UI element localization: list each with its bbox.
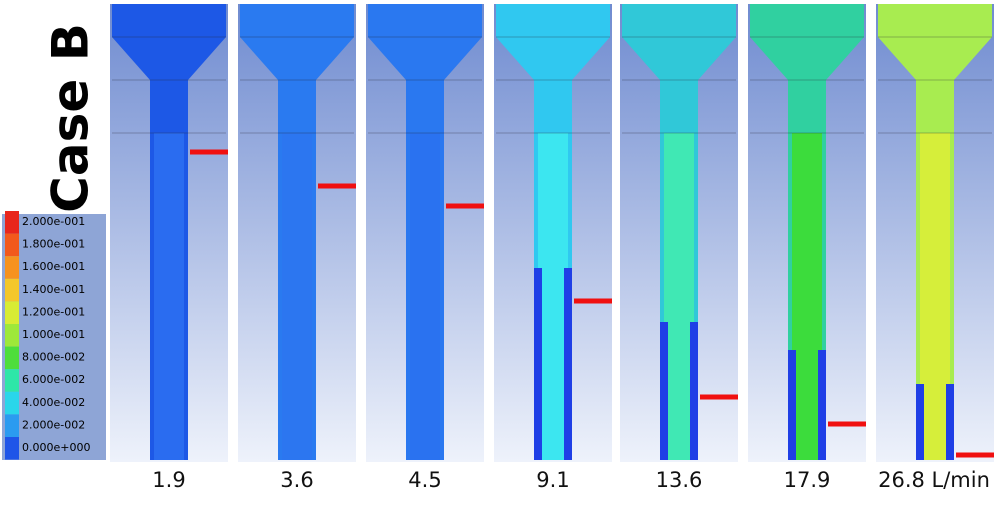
panel bbox=[110, 4, 228, 462]
panel bbox=[238, 4, 356, 462]
legend-swatch bbox=[5, 301, 19, 324]
legend-label: 1.000e-001 bbox=[22, 328, 85, 341]
level-marker bbox=[190, 149, 228, 155]
legend-swatch bbox=[5, 414, 19, 437]
legend-label: 1.200e-001 bbox=[22, 305, 85, 318]
panel bbox=[494, 4, 612, 462]
panel-label: 9.1 bbox=[536, 468, 569, 492]
panel bbox=[748, 4, 866, 462]
panel-label: 17.9 bbox=[784, 468, 831, 492]
legend-swatch bbox=[5, 256, 19, 279]
legend-swatch bbox=[5, 391, 19, 415]
panel-label: 26.8 L/min bbox=[878, 468, 990, 492]
legend-label: 1.600e-001 bbox=[22, 260, 85, 273]
bed-core bbox=[796, 350, 818, 460]
legend-label: 6.000e-002 bbox=[22, 373, 85, 386]
legend-swatch bbox=[5, 278, 19, 302]
hopper bbox=[878, 4, 992, 80]
panel bbox=[366, 4, 484, 462]
level-marker bbox=[956, 452, 994, 458]
legend-label: 2.000e-001 bbox=[22, 215, 85, 228]
bed bbox=[410, 133, 440, 460]
panel bbox=[620, 4, 738, 462]
legend-label: 1.800e-001 bbox=[22, 238, 85, 251]
level-marker bbox=[828, 421, 866, 427]
legend: 2.000e-001 1.800e-001 1.600e-001 1.400e-001… bbox=[5, 211, 90, 460]
legend-swatch bbox=[5, 233, 19, 257]
level-marker bbox=[700, 394, 738, 400]
hopper bbox=[496, 4, 610, 80]
panel-label: 3.6 bbox=[280, 468, 313, 492]
bed-core bbox=[924, 384, 946, 460]
panels: 1.9 3.6 4.5 9.1 13.6 17.9 26.8 L/min bbox=[110, 4, 994, 492]
title: Case B bbox=[42, 23, 100, 213]
legend-label: 1.400e-001 bbox=[22, 283, 85, 296]
level-marker bbox=[318, 183, 356, 189]
panel-label: 1.9 bbox=[152, 468, 185, 492]
level-marker bbox=[574, 298, 612, 304]
legend-swatch bbox=[5, 324, 19, 347]
legend-label: 0.000e+000 bbox=[22, 441, 90, 454]
hopper bbox=[112, 4, 226, 80]
legend-swatch bbox=[5, 369, 19, 392]
bed bbox=[154, 133, 184, 460]
legend-box bbox=[2, 214, 106, 460]
panel bbox=[876, 4, 994, 462]
legend-swatch bbox=[5, 437, 19, 460]
hopper bbox=[750, 4, 864, 80]
bed-core bbox=[542, 268, 564, 460]
panel-label: 13.6 bbox=[656, 468, 703, 492]
panel-label: 4.5 bbox=[408, 468, 441, 492]
hopper bbox=[622, 4, 736, 80]
hopper bbox=[368, 4, 482, 80]
legend-swatch bbox=[5, 346, 19, 370]
legend-label: 2.000e-002 bbox=[22, 418, 85, 431]
bed bbox=[282, 133, 312, 460]
bed-core bbox=[668, 322, 690, 460]
legend-swatch bbox=[5, 211, 19, 234]
hopper bbox=[240, 4, 354, 80]
legend-label: 8.000e-002 bbox=[22, 351, 85, 364]
level-marker bbox=[446, 203, 484, 209]
legend-label: 4.000e-002 bbox=[22, 396, 85, 409]
